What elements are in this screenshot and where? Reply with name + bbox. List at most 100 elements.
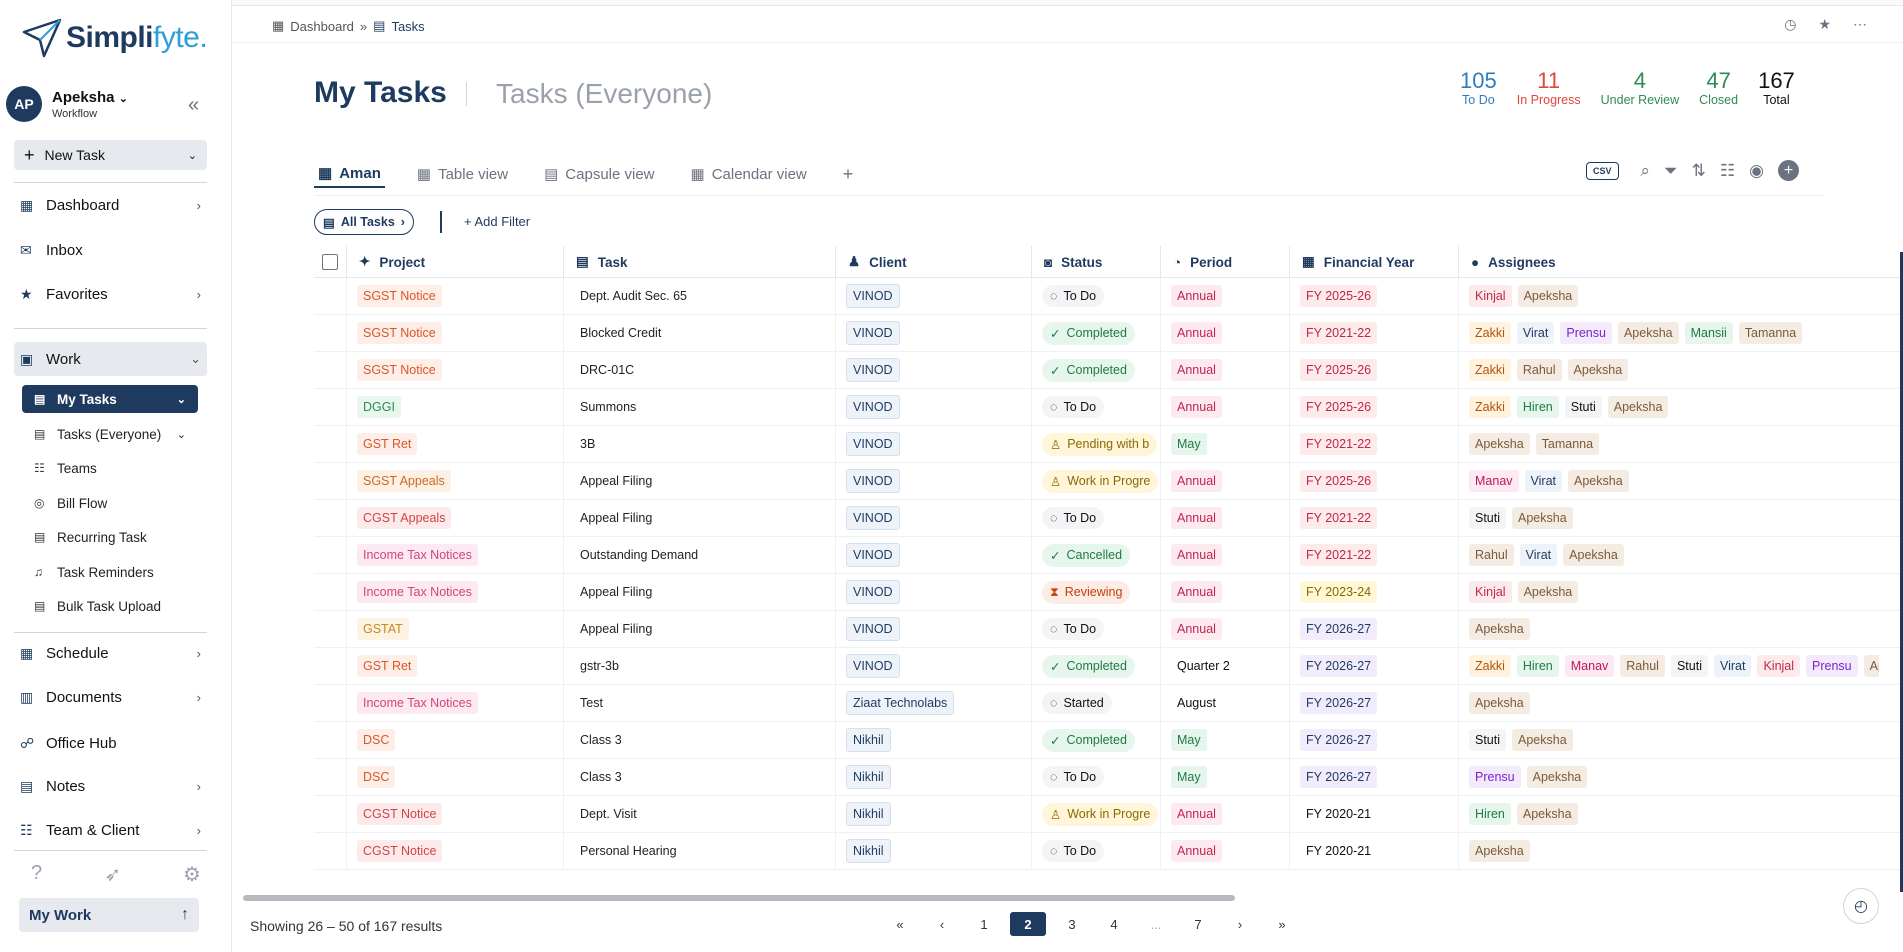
sidebar-subitem-bill-flow[interactable]: ◎ Bill Flow: [34, 495, 108, 511]
task-cell[interactable]: Class 3: [564, 721, 836, 759]
period-cell[interactable]: Annual: [1161, 832, 1290, 870]
row-select-cell[interactable]: [314, 610, 347, 648]
column-period[interactable]: ◔ Period: [1161, 246, 1290, 278]
status-cell[interactable]: ✓ Completed: [1032, 647, 1161, 685]
task-cell[interactable]: Dept. Visit: [564, 795, 836, 833]
period-cell[interactable]: Annual: [1161, 351, 1290, 389]
assignees-cell[interactable]: Apeksha: [1459, 685, 1879, 722]
vertical-scrollbar[interactable]: [1900, 252, 1903, 892]
client-cell[interactable]: Nikhil: [836, 721, 1032, 759]
table-row[interactable]: DGGI Summons VINOD ◌ To Do Annual FY 2025-26 Za…: [314, 388, 1903, 426]
fy-cell[interactable]: FY 2020-21: [1290, 795, 1459, 833]
settings-icon[interactable]: ⚙: [183, 864, 201, 886]
add-column-icon[interactable]: +: [1778, 160, 1799, 181]
fy-cell[interactable]: FY 2021-22: [1290, 425, 1459, 463]
task-cell[interactable]: Test: [564, 684, 836, 722]
row-select-cell[interactable]: [314, 721, 347, 759]
task-cell[interactable]: Summons: [564, 388, 836, 426]
table-row[interactable]: Income Tax Notices Appeal Filing VINOD ⧗ Rev…: [314, 573, 1903, 611]
tab-capsule-view[interactable]: ▤ Capsule view: [544, 165, 655, 184]
row-select-cell[interactable]: [314, 425, 347, 463]
status-cell[interactable]: ♙ Work in Progre: [1032, 462, 1161, 500]
column-financial-year[interactable]: ▦ Financial Year: [1290, 246, 1459, 278]
client-cell[interactable]: VINOD: [836, 277, 1032, 315]
table-row[interactable]: CGST Appeals Appeal Filing VINOD ◌ To Do Annu…: [314, 499, 1903, 537]
assignees-cell[interactable]: Zakki Virat Prensu Apeksha Mansii Tamanna: [1459, 315, 1879, 352]
column-task[interactable]: ▤ Task: [564, 246, 836, 278]
project-cell[interactable]: GST Ret: [347, 647, 564, 685]
row-select-cell[interactable]: [314, 573, 347, 611]
task-cell[interactable]: Class 3: [564, 758, 836, 796]
status-cell[interactable]: ✓ Completed: [1032, 721, 1161, 759]
project-cell[interactable]: SGST Appeals: [347, 462, 564, 500]
status-cell[interactable]: ◌ To Do: [1032, 277, 1161, 315]
client-cell[interactable]: VINOD: [836, 499, 1032, 537]
fy-cell[interactable]: FY 2026-27: [1290, 758, 1459, 796]
table-row[interactable]: DSC Class 3 Nikhil ◌ To Do May FY 2026-27 Prens…: [314, 758, 1903, 796]
period-cell[interactable]: Annual: [1161, 536, 1290, 574]
client-cell[interactable]: VINOD: [836, 573, 1032, 611]
assignees-cell[interactable]: Kinjal Apeksha: [1459, 278, 1879, 315]
project-cell[interactable]: DGGI: [347, 388, 564, 426]
status-cell[interactable]: ◌ To Do: [1032, 758, 1161, 796]
sidebar-subitem-teams[interactable]: ☷ Teams: [34, 460, 97, 476]
status-cell[interactable]: ♙ Work in Progre: [1032, 795, 1161, 833]
csv-export-button[interactable]: CSV: [1586, 161, 1619, 180]
period-cell[interactable]: May: [1161, 758, 1290, 796]
task-cell[interactable]: DRC-01C: [564, 351, 836, 389]
table-row[interactable]: SGST Appeals Appeal Filing VINOD ♙ Work in P…: [314, 462, 1903, 500]
stat-total[interactable]: 167 Total: [1758, 69, 1795, 108]
assignees-cell[interactable]: Stuti Apeksha: [1459, 722, 1879, 759]
column-project[interactable]: ✦ Project: [347, 246, 564, 278]
task-cell[interactable]: Appeal Filing: [564, 462, 836, 500]
fy-cell[interactable]: FY 2026-27: [1290, 647, 1459, 685]
sidebar-item-documents[interactable]: ▥ Documents ›: [20, 688, 201, 706]
tab-table-view[interactable]: ▦ Table view: [416, 165, 509, 184]
client-cell[interactable]: VINOD: [836, 314, 1032, 352]
table-row[interactable]: Income Tax Notices Test Ziaat Technolabs ◌ S…: [314, 684, 1903, 722]
history-icon[interactable]: ◷: [1784, 16, 1797, 32]
fy-cell[interactable]: FY 2025-26: [1290, 351, 1459, 389]
client-cell[interactable]: VINOD: [836, 425, 1032, 463]
eye-icon[interactable]: ◉: [1749, 160, 1764, 180]
task-cell[interactable]: gstr-3b: [564, 647, 836, 685]
fy-cell[interactable]: FY 2021-22: [1290, 314, 1459, 352]
hierarchy-icon[interactable]: ☷: [1719, 160, 1736, 180]
sidebar-item-inbox[interactable]: ✉ Inbox: [20, 241, 83, 259]
fy-cell[interactable]: FY 2025-26: [1290, 277, 1459, 315]
assignees-cell[interactable]: Kinjal Apeksha: [1459, 574, 1879, 611]
table-row[interactable]: CGST Notice Dept. Visit Nikhil ♙ Work in Pro…: [314, 795, 1903, 833]
assignees-cell[interactable]: Zakki Hiren Stuti Apeksha: [1459, 389, 1879, 426]
column-client[interactable]: ♟ Client: [836, 246, 1032, 278]
sidebar-item-dashboard[interactable]: ▦ Dashboard ›: [20, 196, 201, 214]
add-view-button[interactable]: +: [839, 160, 858, 188]
tab-calendar-view[interactable]: ▦ Calendar view: [690, 165, 807, 184]
status-cell[interactable]: ♙ Pending with b: [1032, 425, 1161, 463]
stat-under-review[interactable]: 4 Under Review: [1601, 69, 1680, 108]
sidebar-item-team-client[interactable]: ☷ Team & Client ›: [20, 821, 201, 839]
task-cell[interactable]: Outstanding Demand: [564, 536, 836, 574]
page-button[interactable]: ‹: [939, 916, 945, 932]
page-button[interactable]: ›: [1237, 916, 1243, 932]
fy-cell[interactable]: FY 2021-22: [1290, 499, 1459, 537]
assignees-cell[interactable]: Manav Virat Apeksha: [1459, 463, 1879, 500]
task-cell[interactable]: Appeal Filing: [564, 499, 836, 537]
page-button[interactable]: 1: [980, 916, 988, 932]
table-row[interactable]: GST Ret gstr-3b VINOD ✓ Completed Quarter 2 FY…: [314, 647, 1903, 685]
column-assignees[interactable]: ● Assignees: [1471, 254, 1556, 270]
period-cell[interactable]: Annual: [1161, 388, 1290, 426]
sidebar-item-office-hub[interactable]: ☍ Office Hub: [20, 734, 117, 752]
assignees-cell[interactable]: Apeksha: [1459, 833, 1879, 870]
fy-cell[interactable]: FY 2025-26: [1290, 462, 1459, 500]
status-cell[interactable]: ✓ Completed: [1032, 314, 1161, 352]
project-cell[interactable]: CGST Notice: [347, 832, 564, 870]
row-select-cell[interactable]: [314, 351, 347, 389]
sidebar-subitem-bulk-task-upload[interactable]: ▤ Bulk Task Upload: [34, 598, 162, 614]
project-cell[interactable]: Income Tax Notices: [347, 573, 564, 611]
period-cell[interactable]: May: [1161, 721, 1290, 759]
period-cell[interactable]: Annual: [1161, 610, 1290, 648]
client-cell[interactable]: VINOD: [836, 536, 1032, 574]
row-select-cell[interactable]: [314, 462, 347, 500]
horizontal-scrollbar[interactable]: [243, 895, 1235, 901]
status-cell[interactable]: ⧗ Reviewing: [1032, 573, 1161, 611]
